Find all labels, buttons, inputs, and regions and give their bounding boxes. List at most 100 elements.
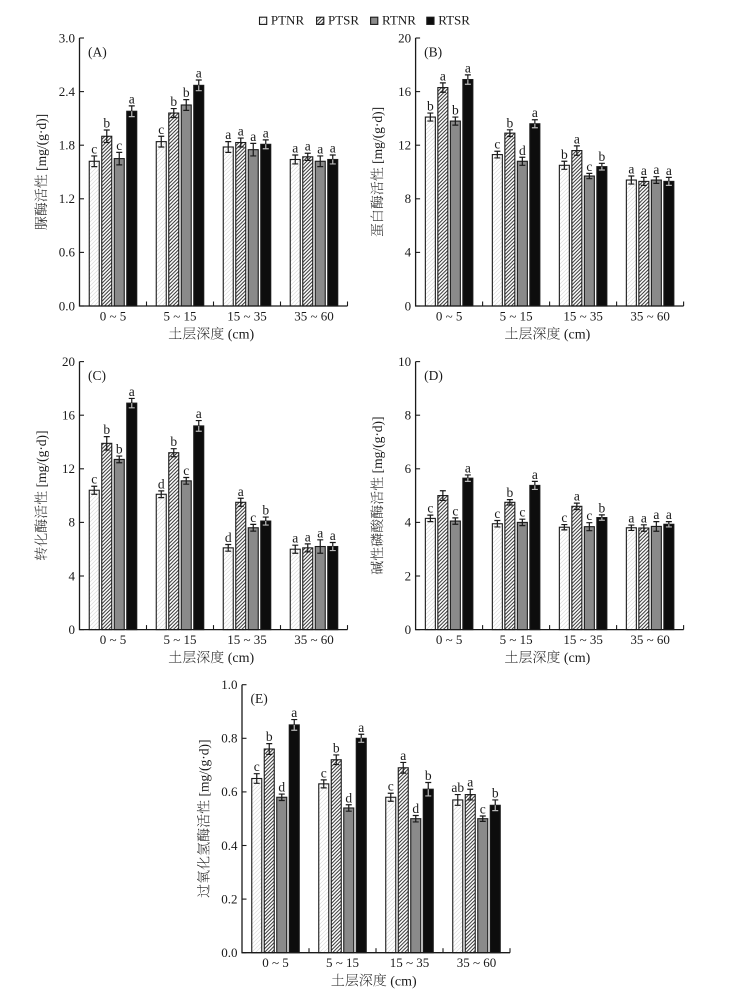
svg-text:a: a: [317, 141, 323, 156]
svg-text:b: b: [425, 768, 432, 783]
svg-text:(D): (D): [424, 368, 443, 383]
svg-text:c: c: [254, 759, 260, 774]
svg-text:2.4: 2.4: [59, 84, 76, 99]
svg-text:[mg/(g·d)]: [mg/(g·d)]: [370, 107, 385, 167]
svg-text:4: 4: [69, 568, 76, 583]
svg-text:a: a: [317, 525, 323, 540]
svg-text:1.8: 1.8: [59, 138, 75, 153]
svg-text:a: a: [263, 125, 269, 140]
svg-text:0 ~ 5: 0 ~ 5: [262, 955, 289, 970]
svg-text:c: c: [494, 506, 500, 521]
svg-text:35 ~ 60: 35 ~ 60: [294, 632, 334, 647]
svg-text:[mg/(g·d)]: [mg/(g·d)]: [34, 114, 49, 174]
svg-text:a: a: [574, 131, 580, 146]
svg-text:[mg/(g·d)]: [mg/(g·d)]: [370, 416, 385, 476]
svg-text:b: b: [452, 103, 459, 118]
svg-text:PTNR: PTNR: [271, 13, 305, 28]
svg-text:a: a: [653, 162, 659, 177]
svg-text:a: a: [467, 775, 473, 790]
svg-text:c: c: [183, 463, 189, 478]
svg-text:a: a: [129, 384, 135, 399]
svg-text:c: c: [250, 510, 256, 525]
svg-text:1.2: 1.2: [59, 191, 75, 206]
svg-text:a: a: [574, 489, 580, 504]
svg-text:1.0: 1.0: [221, 677, 237, 692]
svg-text:c: c: [158, 122, 164, 137]
svg-text:5 ~ 15: 5 ~ 15: [500, 632, 533, 647]
svg-text:b: b: [492, 785, 499, 800]
svg-text:a: a: [305, 529, 311, 544]
svg-text:b: b: [262, 503, 269, 518]
svg-text:10: 10: [398, 354, 411, 369]
svg-text:0: 0: [405, 622, 412, 637]
svg-text:0.0: 0.0: [59, 298, 75, 313]
svg-text:35 ~ 60: 35 ~ 60: [294, 309, 334, 324]
svg-text:12: 12: [62, 461, 75, 476]
svg-text:20: 20: [398, 30, 411, 45]
svg-text:a: a: [330, 528, 336, 543]
svg-text:b: b: [103, 116, 110, 131]
svg-text:a: a: [465, 60, 471, 75]
svg-text:ab: ab: [451, 780, 464, 795]
svg-text:b: b: [427, 99, 434, 114]
svg-text:a: a: [292, 531, 298, 546]
svg-text:c: c: [452, 503, 458, 518]
svg-text:a: a: [196, 65, 202, 80]
svg-text:b: b: [183, 85, 190, 100]
svg-text:(cm): (cm): [224, 328, 254, 343]
svg-text:0 ~ 5: 0 ~ 5: [100, 309, 127, 324]
svg-text:a: a: [532, 467, 538, 482]
svg-text:a: a: [666, 507, 672, 522]
svg-text:(A): (A): [88, 45, 107, 60]
svg-text:0.6: 0.6: [59, 245, 76, 260]
svg-text:(cm): (cm): [560, 328, 590, 343]
svg-text:0 ~ 5: 0 ~ 5: [436, 309, 463, 324]
svg-text:0.6: 0.6: [221, 784, 238, 799]
svg-text:(B): (B): [424, 45, 442, 60]
svg-text:a: a: [628, 162, 634, 177]
svg-text:a: a: [330, 141, 336, 156]
svg-text:a: a: [532, 105, 538, 120]
svg-text:(cm): (cm): [224, 651, 254, 666]
svg-text:5 ~ 15: 5 ~ 15: [326, 955, 359, 970]
svg-text:RTSR: RTSR: [438, 13, 470, 28]
svg-text:(E): (E): [251, 691, 268, 706]
svg-text:b: b: [103, 422, 110, 437]
svg-text:4: 4: [405, 245, 412, 260]
svg-text:15 ~ 35: 15 ~ 35: [227, 309, 267, 324]
svg-text:PTSR: PTSR: [328, 13, 359, 28]
svg-text:a: a: [250, 129, 256, 144]
svg-text:20: 20: [62, 354, 75, 369]
svg-text:15 ~ 35: 15 ~ 35: [227, 632, 267, 647]
svg-text:a: a: [129, 91, 135, 106]
svg-text:b: b: [598, 500, 605, 515]
svg-text:0 ~ 5: 0 ~ 5: [100, 632, 127, 647]
svg-text:b: b: [598, 149, 605, 164]
svg-text:[mg/(g·d)]: [mg/(g·d)]: [34, 430, 49, 490]
svg-text:6: 6: [405, 461, 412, 476]
svg-text:a: a: [400, 748, 406, 763]
svg-text:c: c: [561, 510, 567, 525]
svg-text:0.0: 0.0: [221, 945, 237, 960]
svg-text:a: a: [225, 127, 231, 142]
svg-text:d: d: [345, 790, 352, 805]
svg-text:d: d: [278, 780, 285, 795]
svg-text:0: 0: [69, 622, 76, 637]
svg-text:c: c: [494, 137, 500, 152]
svg-text:b: b: [170, 94, 177, 109]
svg-text:4: 4: [405, 515, 412, 530]
svg-text:3.0: 3.0: [59, 30, 75, 45]
svg-text:8: 8: [405, 191, 412, 206]
svg-text:5 ~ 15: 5 ~ 15: [163, 309, 196, 324]
svg-text:(cm): (cm): [560, 651, 590, 666]
svg-text:b: b: [506, 115, 513, 130]
svg-text:5 ~ 15: 5 ~ 15: [500, 309, 533, 324]
svg-text:d: d: [225, 530, 232, 545]
svg-text:c: c: [586, 159, 592, 174]
svg-text:a: a: [666, 163, 672, 178]
svg-text:c: c: [480, 802, 486, 817]
svg-text:a: a: [305, 139, 311, 154]
svg-text:a: a: [358, 720, 364, 735]
svg-text:d: d: [158, 476, 165, 491]
svg-text:0.8: 0.8: [221, 731, 237, 746]
